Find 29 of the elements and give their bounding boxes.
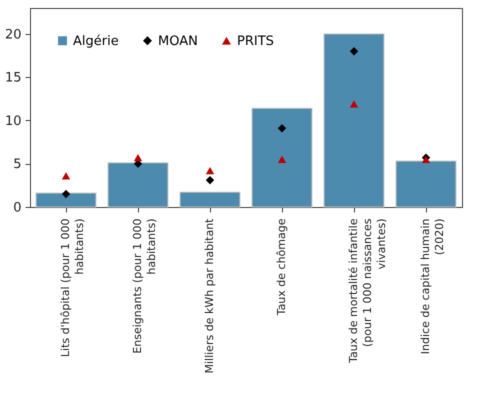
x-tick-label: Indice de capital humain (2020) <box>419 218 446 354</box>
legend-label: MOAN <box>158 34 198 49</box>
bar <box>108 162 168 208</box>
point <box>278 124 286 132</box>
bar <box>324 33 384 208</box>
x-tick-label: Lits d'hôpital (pour 1 000 habitants) <box>59 218 86 358</box>
y-tick-label: 0 <box>13 200 22 216</box>
point <box>278 156 286 164</box>
bar <box>396 160 456 208</box>
point <box>206 176 214 184</box>
bar <box>252 108 312 208</box>
point <box>134 154 142 162</box>
point <box>206 167 214 174</box>
bar <box>180 192 240 208</box>
x-tick-label: Milliers de kWh par habitant <box>203 218 216 374</box>
point <box>350 47 358 56</box>
point <box>62 190 70 198</box>
y-tick-label: 20 <box>4 27 22 42</box>
x-tick-label: Enseignants (pour 1 000 habitants) <box>131 218 158 354</box>
legend-label: PRITS <box>237 34 274 49</box>
point <box>350 100 358 108</box>
bar <box>36 192 96 208</box>
y-tick-label: 15 <box>4 70 22 86</box>
point <box>62 172 70 180</box>
y-tick-label: 5 <box>13 157 22 172</box>
y-tick-label: 10 <box>4 114 22 129</box>
x-tick-label: Taux de mortalité infantile (pour 1 000 naissances vivantes) <box>347 218 388 364</box>
legend-label: Algérie <box>73 34 119 49</box>
x-tick-label: Taux de chômage <box>275 218 288 316</box>
